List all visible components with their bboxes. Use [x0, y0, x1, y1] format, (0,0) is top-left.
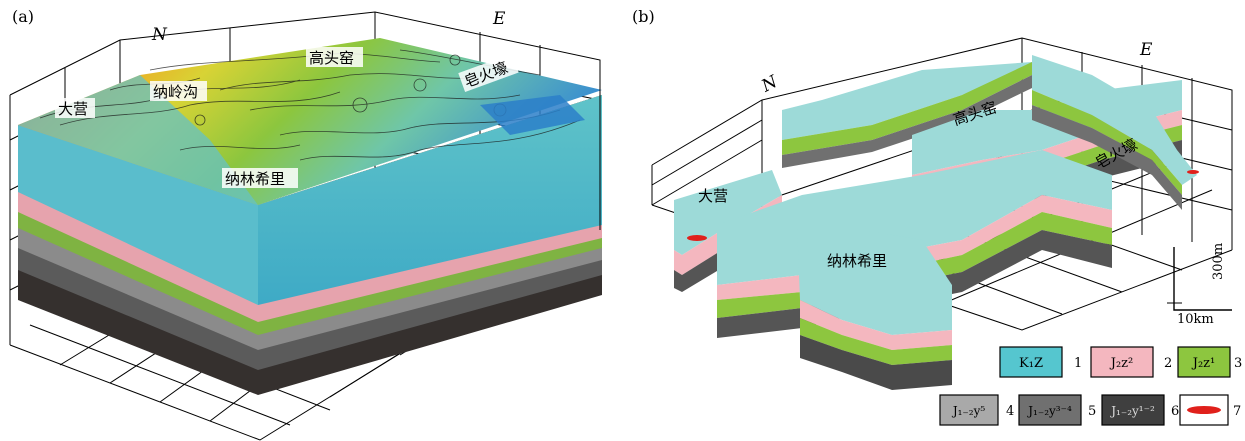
panel-a: (a) N E 大营 纳岭沟 高头窑 皂火壕 纳林希里: [0, 0, 620, 441]
legend-num: 6: [1171, 404, 1179, 419]
legend-code: J₂z¹: [1191, 356, 1215, 371]
legend-code: J₁₋₂y¹⁻²: [1109, 404, 1155, 418]
legend-item-2: J₂z² 2: [1090, 346, 1172, 378]
place-nalinxili-b: 纳林希里: [827, 252, 887, 270]
legend-code: J₁₋₂y⁵: [951, 404, 986, 418]
ore-lens-icon: [1187, 406, 1221, 414]
panel-b-figure: (b) N E 大营 高头窑 皂火壕 纳林希里 300m 10km K₁Z 1 …: [632, 7, 1242, 426]
north-arrow-label: N: [758, 71, 782, 97]
place-label: 高头窑: [309, 49, 354, 67]
place-label: 纳林希里: [225, 170, 285, 188]
panel-b-label: (b): [632, 7, 655, 26]
legend-code: J₁₋₂y³⁻⁴: [1026, 404, 1072, 418]
block-left-face: [18, 125, 258, 395]
legend-item-4: J₁₋₂y⁵ 4: [939, 394, 1014, 426]
place-label: 大营: [698, 187, 728, 205]
legend-item-5: J₁₋₂y³⁻⁴ 5: [1018, 394, 1096, 426]
north-arrow-label: N: [151, 25, 168, 45]
place-label: 大营: [58, 100, 88, 118]
place-label: 纳林希里: [827, 252, 887, 270]
legend-num: 7: [1233, 404, 1241, 419]
panel-a-figure: (a) N E 大营 纳岭沟 高头窑 皂火壕 纳林希里: [9, 7, 602, 441]
legend-num: 3: [1234, 356, 1242, 371]
panel-a-label: (a): [12, 7, 34, 26]
legend-num: 2: [1164, 356, 1172, 371]
fence-sections: [674, 55, 1199, 390]
legend: K₁Z 1 J₂z² 2 J₂z¹ 3 J₁₋₂y⁵ 4 J₁₋₂y³⁻⁴ 5 …: [939, 346, 1242, 426]
legend-item-7: 7: [1179, 394, 1241, 426]
place-gaotouyao-a: 高头窑: [306, 47, 363, 67]
east-label: E: [1139, 40, 1153, 60]
block-right-face: [258, 95, 602, 395]
legend-item-3: J₂z¹ 3: [1177, 346, 1242, 378]
place-dayin-a: 大营: [55, 98, 95, 118]
scale-horizontal-label: 10km: [1177, 312, 1214, 327]
front-grid: [9, 60, 601, 345]
place-label: 纳岭沟: [153, 83, 198, 101]
panel-b: (b) N E 大营 高头窑 皂火壕 纳林希里 300m 10km K₁Z 1 …: [622, 0, 1245, 441]
legend-code: K₁Z: [1019, 356, 1043, 371]
legend-item-6: J₁₋₂y¹⁻² 6: [1101, 394, 1179, 426]
place-nalinxili-a: 纳林希里: [222, 168, 298, 188]
place-dayin-b: 大营: [698, 187, 728, 205]
place-nalinggou-a: 纳岭沟: [150, 81, 207, 101]
legend-code: J₂z²: [1109, 356, 1133, 371]
legend-num: 1: [1074, 356, 1082, 371]
scale-vertical-label: 300m: [1211, 243, 1226, 280]
legend-num: 5: [1088, 404, 1096, 419]
scale-bar: 300m 10km: [1167, 243, 1232, 327]
legend-num: 4: [1006, 404, 1014, 419]
east-label: E: [492, 9, 506, 29]
legend-item-1: K₁Z 1: [999, 346, 1082, 378]
